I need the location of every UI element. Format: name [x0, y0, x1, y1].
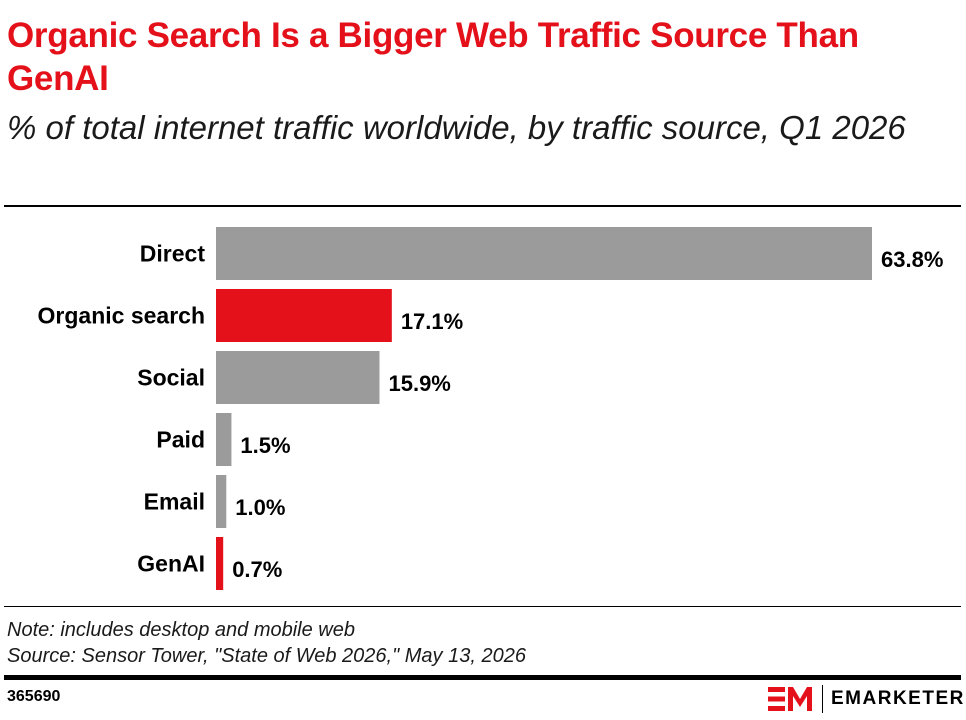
bar-direct	[216, 227, 872, 280]
logo-divider	[822, 685, 823, 713]
category-label: GenAI	[137, 551, 205, 577]
value-label: 0.7%	[232, 557, 282, 582]
footer-divider	[4, 606, 961, 607]
value-label: 1.5%	[240, 433, 290, 458]
value-label: 63.8%	[881, 247, 943, 272]
chart-title: Organic Search Is a Bigger Web Traffic S…	[7, 16, 859, 98]
category-label: Direct	[140, 241, 206, 267]
bar-social	[216, 351, 380, 404]
top-divider	[4, 205, 961, 207]
value-label: 15.9%	[388, 371, 450, 396]
chart-note: Note: includes desktop and mobile web	[7, 619, 355, 641]
bar-organic-search	[216, 289, 392, 342]
value-label: 1.0%	[235, 495, 285, 520]
category-label: Social	[137, 365, 205, 391]
bar-genai	[216, 537, 224, 590]
chart-subtitle: % of total internet traffic worldwide, b…	[7, 109, 906, 146]
category-label: Email	[144, 489, 205, 515]
bar-chart: Direct 63.8% Organic search 17.1% Social 15.9…	[38, 227, 943, 590]
chart-id: 365690	[7, 688, 61, 705]
chart-source: Source: Sensor Tower, "State of Web 2026…	[7, 645, 526, 667]
bar-paid	[216, 413, 232, 466]
brand-name: EMARKETER	[831, 688, 965, 709]
bar-email	[216, 475, 227, 528]
bottom-divider	[4, 675, 961, 680]
em-logo-icon	[768, 687, 812, 711]
category-label: Paid	[156, 427, 205, 453]
value-label: 17.1%	[401, 309, 463, 334]
emarketer-logo: EMARKETER	[768, 684, 965, 714]
category-label: Organic search	[38, 303, 205, 329]
